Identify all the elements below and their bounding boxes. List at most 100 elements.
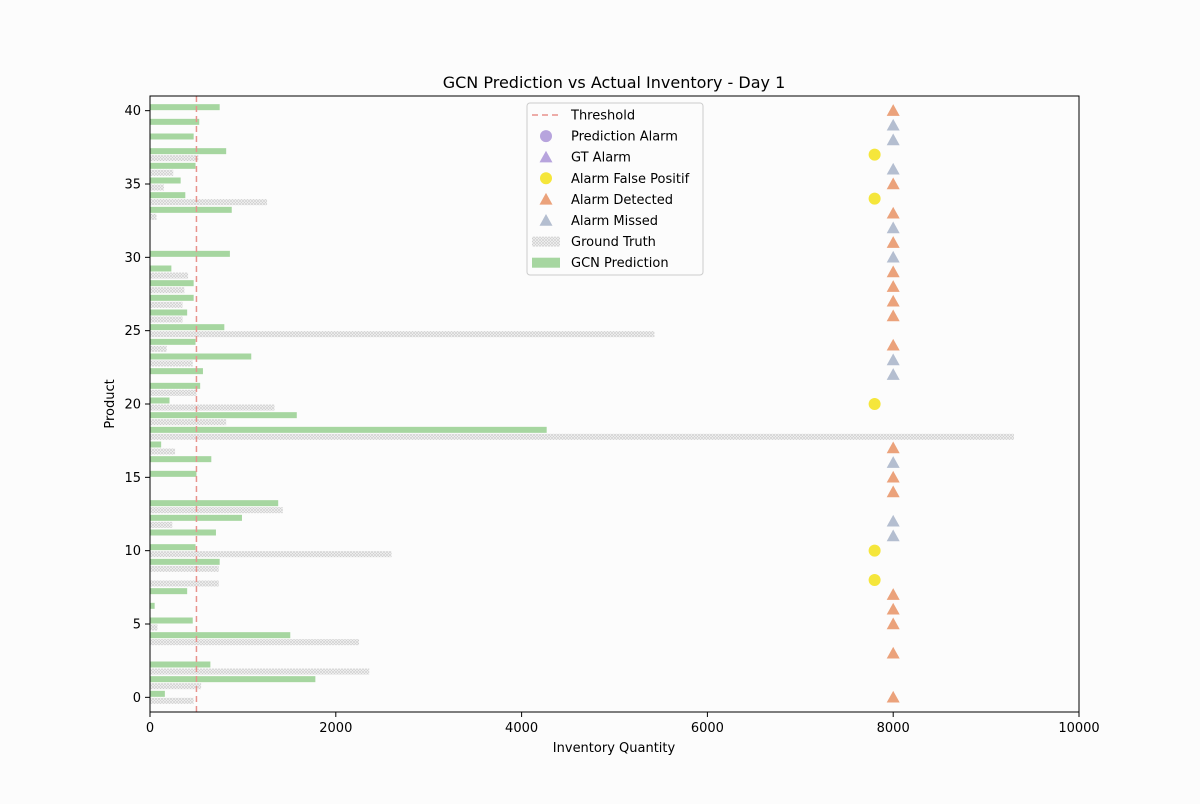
alarm-detected-point	[886, 646, 900, 659]
y-tick-label: 20	[124, 398, 141, 413]
ground-truth-bar	[150, 404, 275, 411]
ground-truth-bar	[150, 287, 185, 294]
alarm-detected-point	[886, 104, 900, 116]
ground-truth-bar	[150, 184, 164, 191]
prediction-bar	[150, 338, 196, 345]
y-tick-label: 15	[124, 471, 141, 486]
prediction-bar	[150, 397, 170, 404]
ground-truth-bar	[150, 565, 219, 572]
y-tick-label: 35	[124, 178, 141, 193]
alarm-false-positive-point	[868, 398, 881, 410]
legend-swatch-ground-truth	[532, 236, 560, 247]
ground-truth-bar	[150, 639, 360, 646]
prediction-bar	[150, 632, 291, 639]
ground-truth-bar	[150, 301, 183, 308]
ground-truth-bar	[150, 316, 183, 323]
prediction-bar	[150, 148, 227, 155]
alarm-missed-point	[886, 250, 900, 263]
ground-truth-bar	[150, 213, 157, 220]
y-axis-ticks: 0 5 10 15 20 25 30 35 40	[124, 104, 150, 706]
alarm-detected-point	[886, 206, 900, 219]
y-tick-label: 0	[133, 691, 141, 706]
alarm-detected-point	[886, 236, 900, 248]
legend-label-alarm-missed: Alarm Missed	[571, 214, 658, 229]
prediction-bar	[150, 104, 220, 111]
y-axis-label: Product	[103, 379, 118, 428]
x-tick-label: 10000	[1058, 721, 1099, 736]
prediction-bar	[150, 617, 193, 624]
prediction-bar	[150, 544, 196, 551]
prediction-bar	[150, 588, 188, 595]
alarm-detected-point	[886, 177, 900, 190]
ground-truth-bar	[150, 624, 158, 631]
prediction-bar	[150, 426, 547, 433]
legend-label-threshold: Threshold	[570, 109, 635, 124]
prediction-bar	[150, 353, 252, 360]
prediction-bar	[150, 500, 279, 507]
ground-truth-bar	[150, 331, 655, 338]
alarm-detected-point	[886, 294, 900, 307]
alarm-false-positive-point	[868, 192, 881, 205]
legend-swatch-gcn-prediction	[532, 257, 560, 268]
ground-truth-bar	[150, 507, 283, 514]
prediction-bar	[150, 690, 165, 697]
prediction-bar	[150, 309, 188, 316]
alarm-missed-point	[886, 133, 900, 146]
prediction-bar	[150, 661, 211, 668]
prediction-bar	[150, 250, 230, 257]
ground-truth-bar	[150, 419, 227, 426]
prediction-bar	[150, 324, 225, 331]
alarm-detected-point	[886, 265, 900, 278]
ground-truth-bar	[150, 169, 174, 176]
legend-label-alarm-detected: Alarm Detected	[571, 193, 673, 208]
y-tick-label: 25	[124, 324, 141, 339]
prediction-bar	[150, 456, 212, 463]
alarm-missed-point	[886, 353, 900, 366]
prediction-bar	[150, 441, 162, 448]
x-tick-label: 6000	[691, 721, 724, 736]
alarm-false-positive-point	[868, 544, 881, 557]
legend-swatch-prediction-alarm	[540, 130, 552, 143]
prediction-bar	[150, 118, 200, 125]
prediction-bar	[150, 412, 297, 419]
legend-swatch-alarm-false-positif	[540, 172, 552, 185]
alarm-detected-point	[886, 470, 900, 483]
alarm-missed-point	[886, 368, 900, 380]
x-tick-label: 4000	[505, 721, 538, 736]
x-tick-label: 0	[146, 721, 154, 736]
prediction-bar	[150, 133, 194, 140]
prediction-bar	[150, 368, 203, 375]
ground-truth-bar	[150, 683, 202, 690]
y-tick-label: 5	[133, 618, 141, 633]
ground-truth-bar	[150, 389, 197, 396]
alarm-detected-point	[886, 485, 900, 498]
ground-truth-bar	[150, 433, 1014, 440]
legend-swatch-alarm-detected	[539, 192, 553, 205]
prediction-bar	[150, 265, 172, 272]
legend-swatch-alarm-missed	[539, 214, 553, 226]
prediction-bar	[150, 206, 232, 213]
ground-truth-bar	[150, 360, 193, 367]
bars-layer	[150, 104, 1014, 704]
chart-title: GCN Prediction vs Actual Inventory - Day…	[443, 73, 786, 92]
ground-truth-bar	[150, 199, 268, 206]
alarm-missed-point	[886, 529, 900, 542]
legend: Threshold Prediction Alarm GT Alarm Alarm F…	[526, 102, 704, 276]
alarm-detected-point	[886, 617, 900, 630]
prediction-bar	[150, 177, 181, 184]
prediction-bar	[150, 294, 194, 301]
alarm-missed-point	[886, 221, 900, 234]
y-tick-label: 30	[124, 251, 141, 266]
prediction-bar	[150, 470, 197, 477]
alarm-detected-point	[886, 309, 900, 322]
y-tick-label: 10	[124, 544, 141, 559]
y-tick-label: 40	[124, 104, 141, 119]
ground-truth-bar	[150, 551, 392, 558]
ground-truth-bar	[150, 521, 173, 528]
legend-swatch-gt-alarm	[539, 150, 553, 163]
alarm-detected-point	[886, 588, 900, 600]
alarm-detected-point	[886, 690, 900, 703]
alarm-missed-point	[886, 456, 900, 468]
